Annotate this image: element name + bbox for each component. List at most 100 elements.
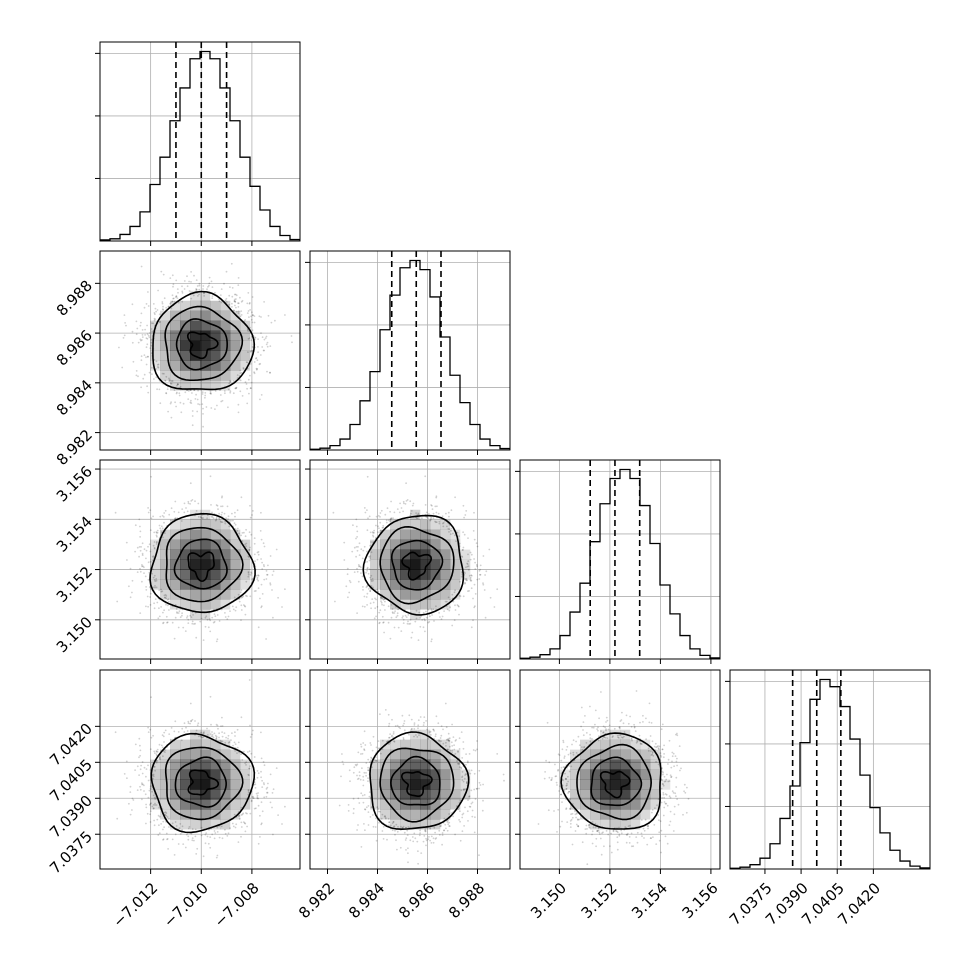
scatter-point — [266, 786, 269, 789]
scatter-point — [141, 329, 144, 331]
scatter-point — [263, 338, 266, 341]
scatter-point — [240, 753, 243, 756]
scatter-point — [215, 735, 218, 738]
scatter-point — [370, 744, 372, 746]
scatter-point — [630, 737, 633, 740]
density-cell — [370, 559, 381, 570]
scatter-point — [237, 741, 240, 744]
scatter-point — [341, 753, 343, 755]
scatter-point — [402, 737, 405, 739]
density-cell — [450, 799, 461, 810]
density-cell — [220, 789, 231, 800]
scatter-point — [418, 611, 421, 614]
scatter-point — [651, 753, 654, 756]
density-cell — [560, 769, 571, 780]
density-cell — [160, 360, 171, 371]
density-cell — [640, 809, 651, 820]
scatter-point — [402, 510, 404, 513]
scatter-panel-3-1: 8.982 8.984 8.986 8.988 — [295, 669, 511, 922]
scatter-point — [425, 844, 427, 847]
scatter-point — [399, 727, 401, 730]
scatter-point — [382, 838, 385, 840]
scatter-point — [418, 834, 421, 837]
scatter-point — [365, 762, 368, 764]
scatter-point — [430, 517, 432, 520]
scatter-point — [447, 819, 449, 822]
scatter-point — [569, 752, 572, 755]
scatter-point — [358, 802, 361, 804]
scatter-point — [261, 336, 264, 339]
density-cell — [450, 759, 461, 770]
scatter-point — [334, 600, 336, 603]
scatter-point — [227, 406, 229, 409]
scatter-point — [233, 741, 236, 744]
scatter-point — [237, 277, 240, 279]
scatter-point — [461, 813, 464, 816]
density-cell — [190, 739, 201, 750]
scatter-point — [639, 721, 641, 724]
scatter-point — [203, 292, 205, 295]
scatter-point — [237, 593, 240, 596]
scatter-point — [455, 540, 457, 542]
scatter-point — [257, 804, 260, 807]
scatter-point — [154, 313, 156, 316]
scatter-point — [155, 751, 158, 753]
scatter-panel-3-2: 3.150 3.152 3.154 3.156 — [515, 669, 722, 922]
scatter-point — [428, 731, 431, 733]
density-cell — [610, 809, 621, 820]
scatter-point — [393, 740, 396, 743]
scatter-point — [454, 833, 456, 836]
scatter-point — [584, 828, 587, 830]
scatter-point — [595, 837, 598, 840]
scatter-point — [151, 568, 154, 571]
scatter-point — [190, 616, 193, 618]
scatter-point — [199, 516, 202, 518]
density-cell — [440, 529, 451, 540]
scatter-point — [186, 616, 188, 619]
density-cell — [230, 559, 241, 570]
density-cell — [230, 809, 241, 820]
scatter-point — [432, 512, 435, 515]
density-cell — [580, 739, 591, 750]
scatter-point — [401, 827, 404, 829]
scatter-point — [596, 830, 599, 833]
scatter-point — [247, 791, 250, 794]
scatter-point — [630, 726, 633, 728]
scatter-point — [563, 788, 566, 791]
scatter-point — [556, 831, 558, 833]
scatter-point — [135, 370, 138, 372]
scatter-point — [284, 314, 286, 316]
density-cell — [190, 609, 201, 620]
density-cell — [190, 529, 201, 540]
scatter-point — [402, 738, 405, 741]
scatter-point — [225, 736, 228, 739]
scatter-point — [352, 797, 355, 800]
scatter-point — [181, 290, 184, 293]
scatter-point — [196, 847, 199, 850]
scatter-point — [473, 772, 476, 775]
density-cell — [230, 799, 241, 810]
scatter-point — [372, 601, 375, 604]
density-cell — [200, 789, 211, 800]
density-cell — [240, 559, 251, 570]
density-cell — [600, 759, 611, 770]
scatter-point — [389, 518, 392, 521]
scatter-point — [389, 520, 391, 523]
scatter-point — [628, 842, 631, 844]
scatter-point — [257, 626, 260, 629]
scatter-point — [430, 640, 433, 643]
scatter-point — [236, 746, 239, 749]
scatter-point — [493, 606, 496, 608]
scatter-point — [482, 783, 484, 786]
scatter-point — [455, 739, 457, 741]
density-cell — [200, 769, 211, 780]
scatter-point — [658, 839, 661, 842]
scatter-point — [151, 555, 154, 558]
scatter-point — [372, 534, 374, 537]
density-cell — [650, 759, 661, 770]
scatter-point — [277, 814, 279, 816]
scatter-point — [246, 361, 249, 364]
scatter-point — [179, 401, 182, 404]
scatter-point — [563, 755, 566, 758]
density-cell — [210, 819, 221, 830]
